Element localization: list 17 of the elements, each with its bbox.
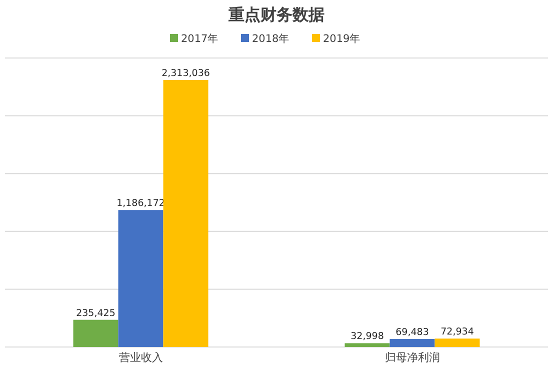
bar — [73, 320, 118, 347]
x-tick-label: 归母净利润 — [384, 351, 440, 364]
bar — [390, 338, 435, 347]
data-label: 2,313,036 — [162, 68, 210, 79]
legend-label: 2017年 — [181, 33, 219, 45]
bar — [434, 338, 480, 347]
bar — [163, 80, 208, 347]
bar — [344, 343, 390, 347]
data-label: 235,425 — [76, 308, 116, 319]
data-label: 72,934 — [440, 326, 474, 338]
legend-label: 2018年 — [252, 33, 290, 45]
chart-title: 重点财务数据 — [228, 5, 324, 24]
legend-label: 2019年 — [323, 33, 361, 45]
data-label: 69,483 — [396, 326, 429, 338]
x-tick-label: 营业收入 — [118, 351, 163, 364]
data-label: 32,998 — [350, 331, 384, 342]
bar — [118, 210, 164, 347]
